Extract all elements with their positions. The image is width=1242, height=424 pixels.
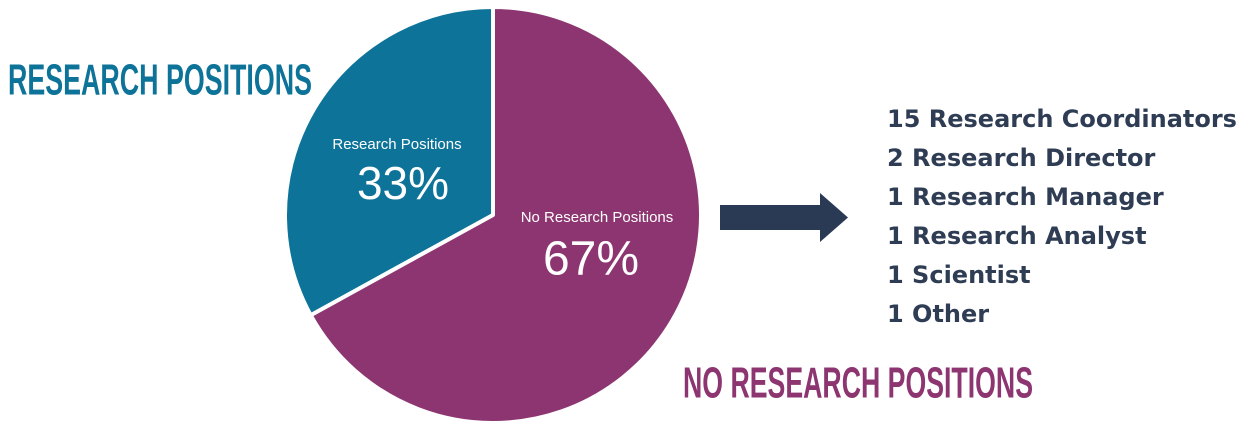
annotation-no-research: NO RESEARCH POSITIONS [683, 359, 1033, 408]
breakdown-item: 1 Other [887, 300, 989, 328]
breakdown-item: 15 Research Coordinators [887, 105, 1237, 133]
arrow [720, 193, 848, 242]
pie-labels: Research Positions 33% No Research Positio… [332, 136, 673, 286]
slice-value: 67% [543, 233, 639, 286]
pie-slice [283, 5, 495, 318]
breakdown-item: 2 Research Director [887, 144, 1156, 172]
slice-value: 33% [357, 157, 449, 209]
breakdown-list: 15 Research Coordinators 2 Research Direc… [887, 105, 1237, 328]
slice-name: No Research Positions [521, 209, 674, 226]
annotation-research: RESEARCH POSITIONS [8, 56, 312, 105]
slice-name: Research Positions [332, 136, 461, 153]
pie [283, 5, 703, 424]
breakdown-item: 1 Scientist [887, 261, 1031, 289]
pie-slice [308, 5, 703, 424]
breakdown-item: 1 Research Analyst [887, 222, 1147, 250]
breakdown-item: 1 Research Manager [887, 183, 1164, 211]
